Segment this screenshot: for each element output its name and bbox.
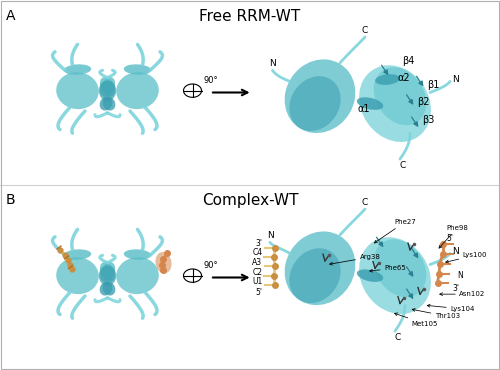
Text: 90°: 90°: [203, 76, 218, 85]
Text: A3: A3: [252, 258, 262, 267]
Text: C2: C2: [252, 268, 262, 277]
Ellipse shape: [375, 74, 400, 85]
Ellipse shape: [99, 266, 116, 286]
Text: N: N: [269, 60, 276, 68]
Ellipse shape: [357, 97, 383, 110]
Ellipse shape: [124, 64, 151, 75]
Ellipse shape: [290, 248, 341, 303]
Ellipse shape: [116, 257, 159, 294]
Ellipse shape: [102, 282, 116, 296]
Text: α1: α1: [358, 104, 370, 114]
Text: N: N: [452, 75, 459, 84]
Text: A: A: [6, 9, 16, 23]
Ellipse shape: [156, 252, 172, 273]
Text: Thr103: Thr103: [412, 309, 460, 319]
Ellipse shape: [100, 77, 115, 97]
Text: Lys100: Lys100: [446, 252, 487, 263]
Text: N: N: [458, 271, 463, 280]
Ellipse shape: [124, 249, 151, 260]
Ellipse shape: [374, 239, 426, 297]
Text: Phe27: Phe27: [374, 219, 416, 243]
Ellipse shape: [284, 59, 356, 133]
Ellipse shape: [284, 231, 356, 305]
Ellipse shape: [100, 77, 115, 97]
Ellipse shape: [64, 64, 91, 75]
Text: Complex-WT: Complex-WT: [202, 193, 298, 208]
Text: C: C: [362, 26, 368, 35]
Text: 5': 5': [446, 234, 453, 243]
Ellipse shape: [359, 65, 431, 142]
Text: C: C: [400, 161, 406, 170]
Ellipse shape: [100, 97, 112, 111]
Text: β3: β3: [422, 115, 435, 125]
Text: Phe98: Phe98: [439, 225, 468, 248]
Text: α2: α2: [398, 73, 410, 83]
Text: C4: C4: [252, 248, 262, 257]
Text: β4: β4: [402, 56, 415, 66]
Text: Free RRM-WT: Free RRM-WT: [200, 9, 300, 24]
Text: β2: β2: [418, 97, 430, 107]
Ellipse shape: [359, 237, 431, 314]
Text: Arg38: Arg38: [330, 254, 380, 265]
Ellipse shape: [99, 80, 116, 101]
Text: β1: β1: [428, 80, 440, 90]
Ellipse shape: [64, 249, 91, 260]
Text: C: C: [362, 198, 368, 207]
Text: N: N: [266, 232, 274, 240]
Text: B: B: [6, 193, 16, 207]
Text: 3': 3': [452, 284, 460, 293]
Ellipse shape: [102, 97, 116, 111]
Text: Met105: Met105: [394, 313, 438, 327]
Ellipse shape: [100, 262, 115, 282]
Text: 90°: 90°: [203, 261, 218, 270]
Text: N: N: [452, 247, 459, 256]
Text: Asn102: Asn102: [440, 291, 486, 297]
Text: 5': 5': [256, 288, 262, 297]
Ellipse shape: [100, 262, 115, 282]
Ellipse shape: [100, 282, 112, 296]
Ellipse shape: [56, 72, 99, 109]
Text: U1: U1: [252, 277, 262, 286]
Text: Lys104: Lys104: [427, 305, 474, 312]
Ellipse shape: [290, 76, 341, 131]
Text: Phe65: Phe65: [370, 265, 406, 272]
Ellipse shape: [374, 67, 426, 125]
Text: 3': 3': [256, 239, 262, 248]
Ellipse shape: [357, 269, 383, 282]
Ellipse shape: [116, 72, 159, 109]
Text: C: C: [394, 333, 400, 342]
Ellipse shape: [56, 257, 99, 294]
